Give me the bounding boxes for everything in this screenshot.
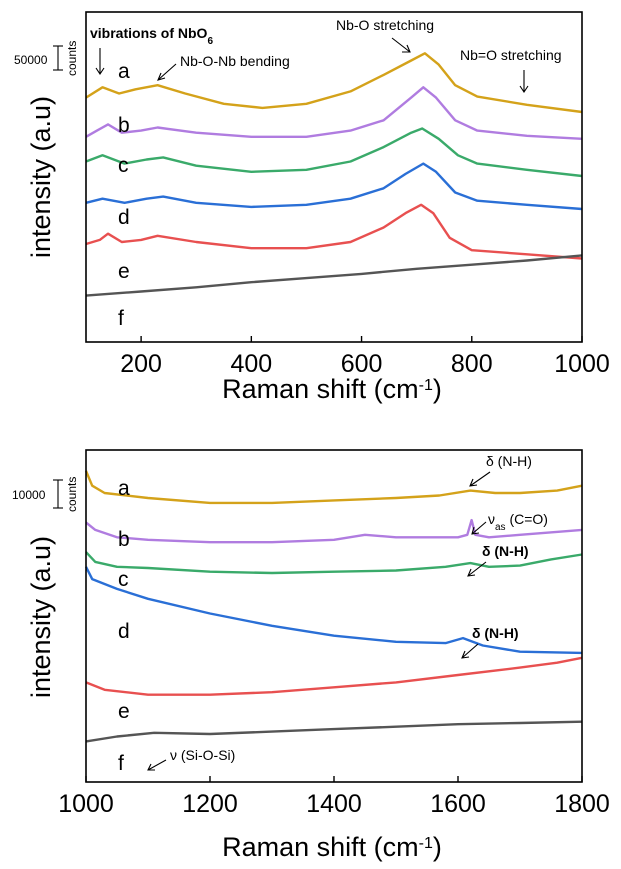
x-tick-labels: 200 400 600 800 1000 <box>120 350 610 378</box>
annotation-delta-nh-c: δ (N-H) <box>467 543 529 577</box>
y-axis-title: intensity (a.u) <box>26 96 56 258</box>
series-label-d: d <box>118 620 130 643</box>
svg-text:Nb-O-Nb bending: Nb-O-Nb bending <box>180 53 290 69</box>
annotation-nu-si-o-si: ν (Si-O-Si) <box>147 747 235 771</box>
series-label-d: d <box>118 206 130 229</box>
series-label-e: e <box>118 700 130 723</box>
svg-text:δ (N-H): δ (N-H) <box>486 453 532 469</box>
series-label-a: a <box>118 60 130 83</box>
series-label-c: c <box>118 154 129 177</box>
series-line-a <box>85 52 583 114</box>
svg-text:Nb-O stretching: Nb-O stretching <box>336 17 434 33</box>
annotation-nu-as-co: νas (C=O) <box>471 511 548 535</box>
x-tick-label-800: 800 <box>451 350 493 378</box>
x-tick-label-400: 400 <box>230 350 272 378</box>
series-lines <box>84 470 583 743</box>
series-label-a: a <box>118 477 130 500</box>
x-tick-marks <box>140 336 583 342</box>
annotation-nb-o-stretching: Nb-O stretching <box>336 17 434 53</box>
series-line-b <box>85 518 583 544</box>
series-line-b <box>85 86 583 140</box>
annotation-nbo6-vibrations: vibrations of NbO6 <box>90 25 213 75</box>
series-label-f: f <box>118 752 124 775</box>
series-label-b: b <box>118 114 130 137</box>
series-line-f <box>85 720 583 743</box>
series-line-d <box>85 162 583 211</box>
series-line-e <box>85 203 583 260</box>
series-label-c: c <box>118 568 129 591</box>
svg-text:vibrations of NbO6: vibrations of NbO6 <box>90 25 213 47</box>
x-tick-label-1000: 1000 <box>58 790 114 818</box>
x-tick-label-1600: 1600 <box>430 790 486 818</box>
raman-chart-bottom: 1000 1200 1400 1600 1800 intensity (a.u) Ram… <box>12 449 610 862</box>
series-label-e: e <box>118 260 130 283</box>
svg-text:δ (N-H): δ (N-H) <box>482 543 529 559</box>
scale-bar: 10000 counts <box>12 477 79 512</box>
series-line-d <box>84 566 583 655</box>
annotation-nb-o-nb-bending: Nb-O-Nb bending <box>157 53 290 81</box>
scale-bar-unit: counts <box>65 477 79 512</box>
scale-bar-value: 50000 <box>14 53 48 67</box>
series-label-b: b <box>118 528 130 551</box>
plot-frame <box>85 11 583 343</box>
series-line-a <box>84 470 583 505</box>
annotation-nb-double-o-stretching: Nb=O stretching <box>460 47 562 93</box>
x-axis-title: Raman shift (cm-1) <box>222 374 442 404</box>
annotation-delta-nh-a: δ (N-H) <box>469 453 532 487</box>
series-line-c <box>85 551 583 575</box>
x-tick-label-1200: 1200 <box>182 790 238 818</box>
x-tick-label-1000: 1000 <box>554 350 610 378</box>
annotation-delta-nh-d: δ (N-H) <box>461 625 519 659</box>
scale-bar-value: 10000 <box>12 488 46 502</box>
series-lines <box>85 52 583 297</box>
series-line-e <box>85 656 583 696</box>
y-axis-title: intensity (a.u) <box>26 536 56 698</box>
svg-text:ν (Si-O-Si): ν (Si-O-Si) <box>170 747 235 763</box>
svg-text:Nb=O stretching: Nb=O stretching <box>460 47 562 63</box>
svg-text:δ (N-H): δ (N-H) <box>472 625 519 641</box>
x-axis-title: Raman shift (cm-1) <box>222 832 442 862</box>
plot-frame <box>85 449 583 783</box>
scale-bar: 50000 counts <box>14 41 79 76</box>
x-tick-label-600: 600 <box>341 350 383 378</box>
series-line-f <box>85 254 583 297</box>
svg-text:νas (C=O): νas (C=O) <box>488 511 548 533</box>
x-tick-labels: 1000 1200 1400 1600 1800 <box>58 790 610 818</box>
scale-bar-unit: counts <box>65 41 79 76</box>
raman-chart-top: 200 400 600 800 1000 intensity (a.u) Raman s… <box>14 11 610 404</box>
x-tick-label-200: 200 <box>120 350 162 378</box>
x-tick-label-1800: 1800 <box>554 790 610 818</box>
series-line-c <box>85 127 583 178</box>
x-tick-marks <box>85 776 583 782</box>
x-tick-label-1400: 1400 <box>306 790 362 818</box>
series-label-f: f <box>118 307 124 330</box>
